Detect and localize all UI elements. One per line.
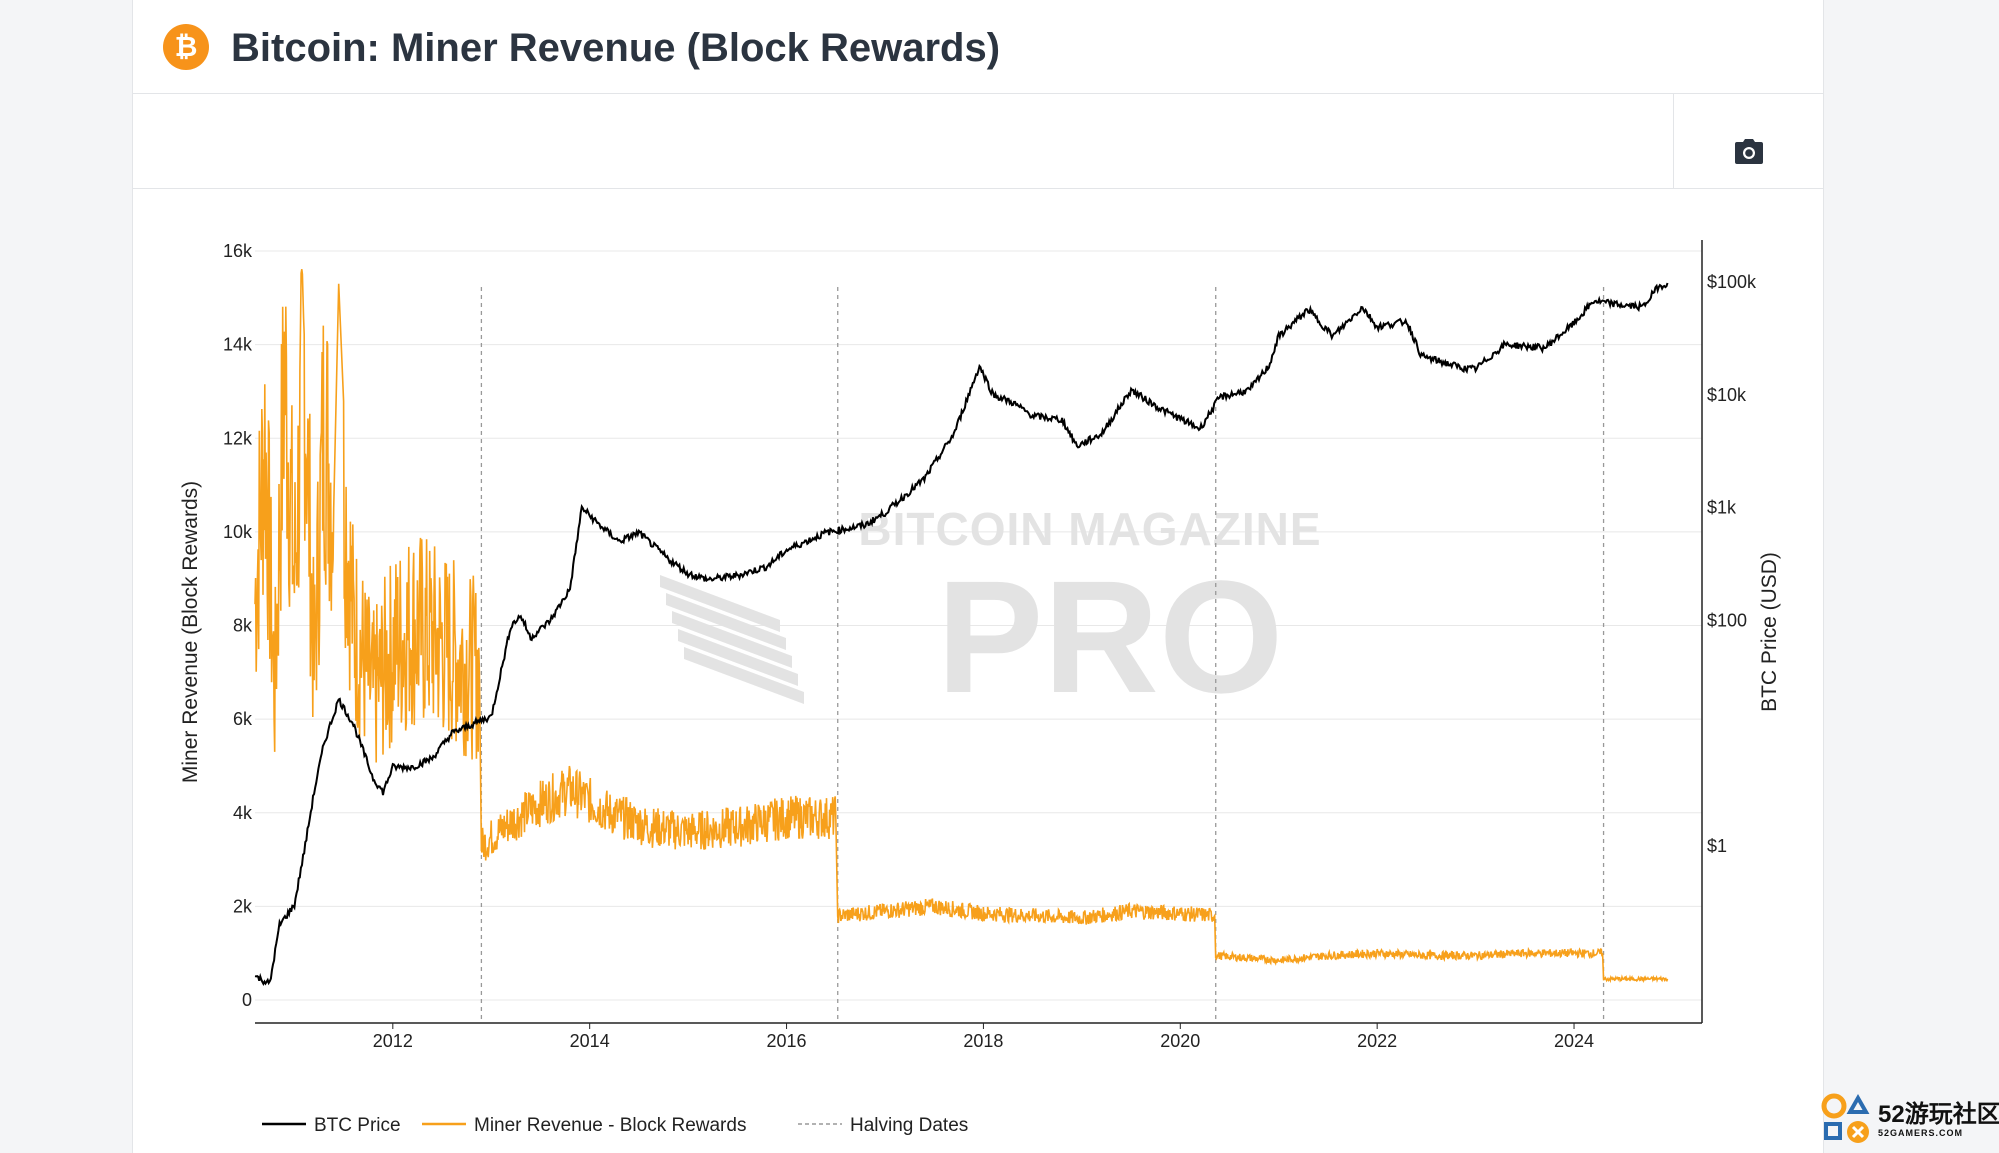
legend-label: Miner Revenue - Block Rewards [474, 1115, 746, 1136]
x-tick-label: 2022 [1357, 1031, 1397, 1051]
y-left-tick-label: 6k [233, 709, 253, 729]
y-left-tick-label: 4k [233, 803, 253, 823]
y-right-tick-label: $100k [1707, 272, 1757, 292]
x-tick-label: 2018 [963, 1031, 1003, 1051]
y-left-tick-label: 2k [233, 896, 253, 916]
watermark-stripe [660, 575, 780, 632]
legend-label: BTC Price [314, 1115, 401, 1136]
header: ₿ Bitcoin: Miner Revenue (Block Rewards) [133, 0, 1823, 94]
watermark-stripe [678, 629, 798, 686]
x-tick-label: 2020 [1160, 1031, 1200, 1051]
bitcoin-logo-icon: ₿ [163, 24, 209, 70]
watermark-pro: PRO [937, 547, 1284, 726]
y-left-tick-label: 12k [223, 428, 253, 448]
legend-label: Halving Dates [850, 1115, 968, 1136]
y-right-tick-label: $1k [1707, 498, 1737, 518]
y-right-tick-label: $1 [1707, 836, 1727, 856]
corner-badge-text: 52游玩社区 [1878, 1101, 1999, 1128]
y-right-tick-label: $10k [1707, 385, 1747, 405]
corner-badge: 52游玩社区 52GAMERS.COM [1820, 1090, 1999, 1153]
y-left-tick-label: 14k [223, 335, 253, 355]
y-left-tick-label: 10k [223, 522, 253, 542]
x-tick-label: 2024 [1554, 1031, 1594, 1051]
camera-icon[interactable] [1733, 138, 1765, 166]
y-left-tick-label: 16k [223, 241, 253, 261]
page-title: Bitcoin: Miner Revenue (Block Rewards) [231, 26, 1001, 70]
toolbar-divider [1673, 94, 1674, 189]
y-left-tick-label: 0 [242, 990, 252, 1010]
watermark-stripe [684, 647, 804, 704]
watermark-title: BITCOIN MAGAZINE [858, 503, 1321, 555]
y-left-tick-label: 8k [233, 616, 253, 636]
x-tick-label: 2014 [570, 1031, 610, 1051]
corner-badge-sub: 52GAMERS.COM [1878, 1128, 1964, 1138]
btc-price-line [254, 282, 1669, 986]
miner-revenue-line [254, 269, 1669, 984]
toolbar [133, 94, 1823, 189]
y-right-axis-title: BTC Price (USD) [1758, 552, 1781, 712]
y-left-axis-title: Miner Revenue (Block Rewards) [179, 481, 202, 783]
watermark-stripe [672, 611, 792, 668]
y-right-tick-label: $100 [1707, 610, 1747, 630]
x-tick-label: 2012 [373, 1031, 413, 1051]
x-tick-label: 2016 [767, 1031, 807, 1051]
watermark-stripe [666, 593, 786, 650]
